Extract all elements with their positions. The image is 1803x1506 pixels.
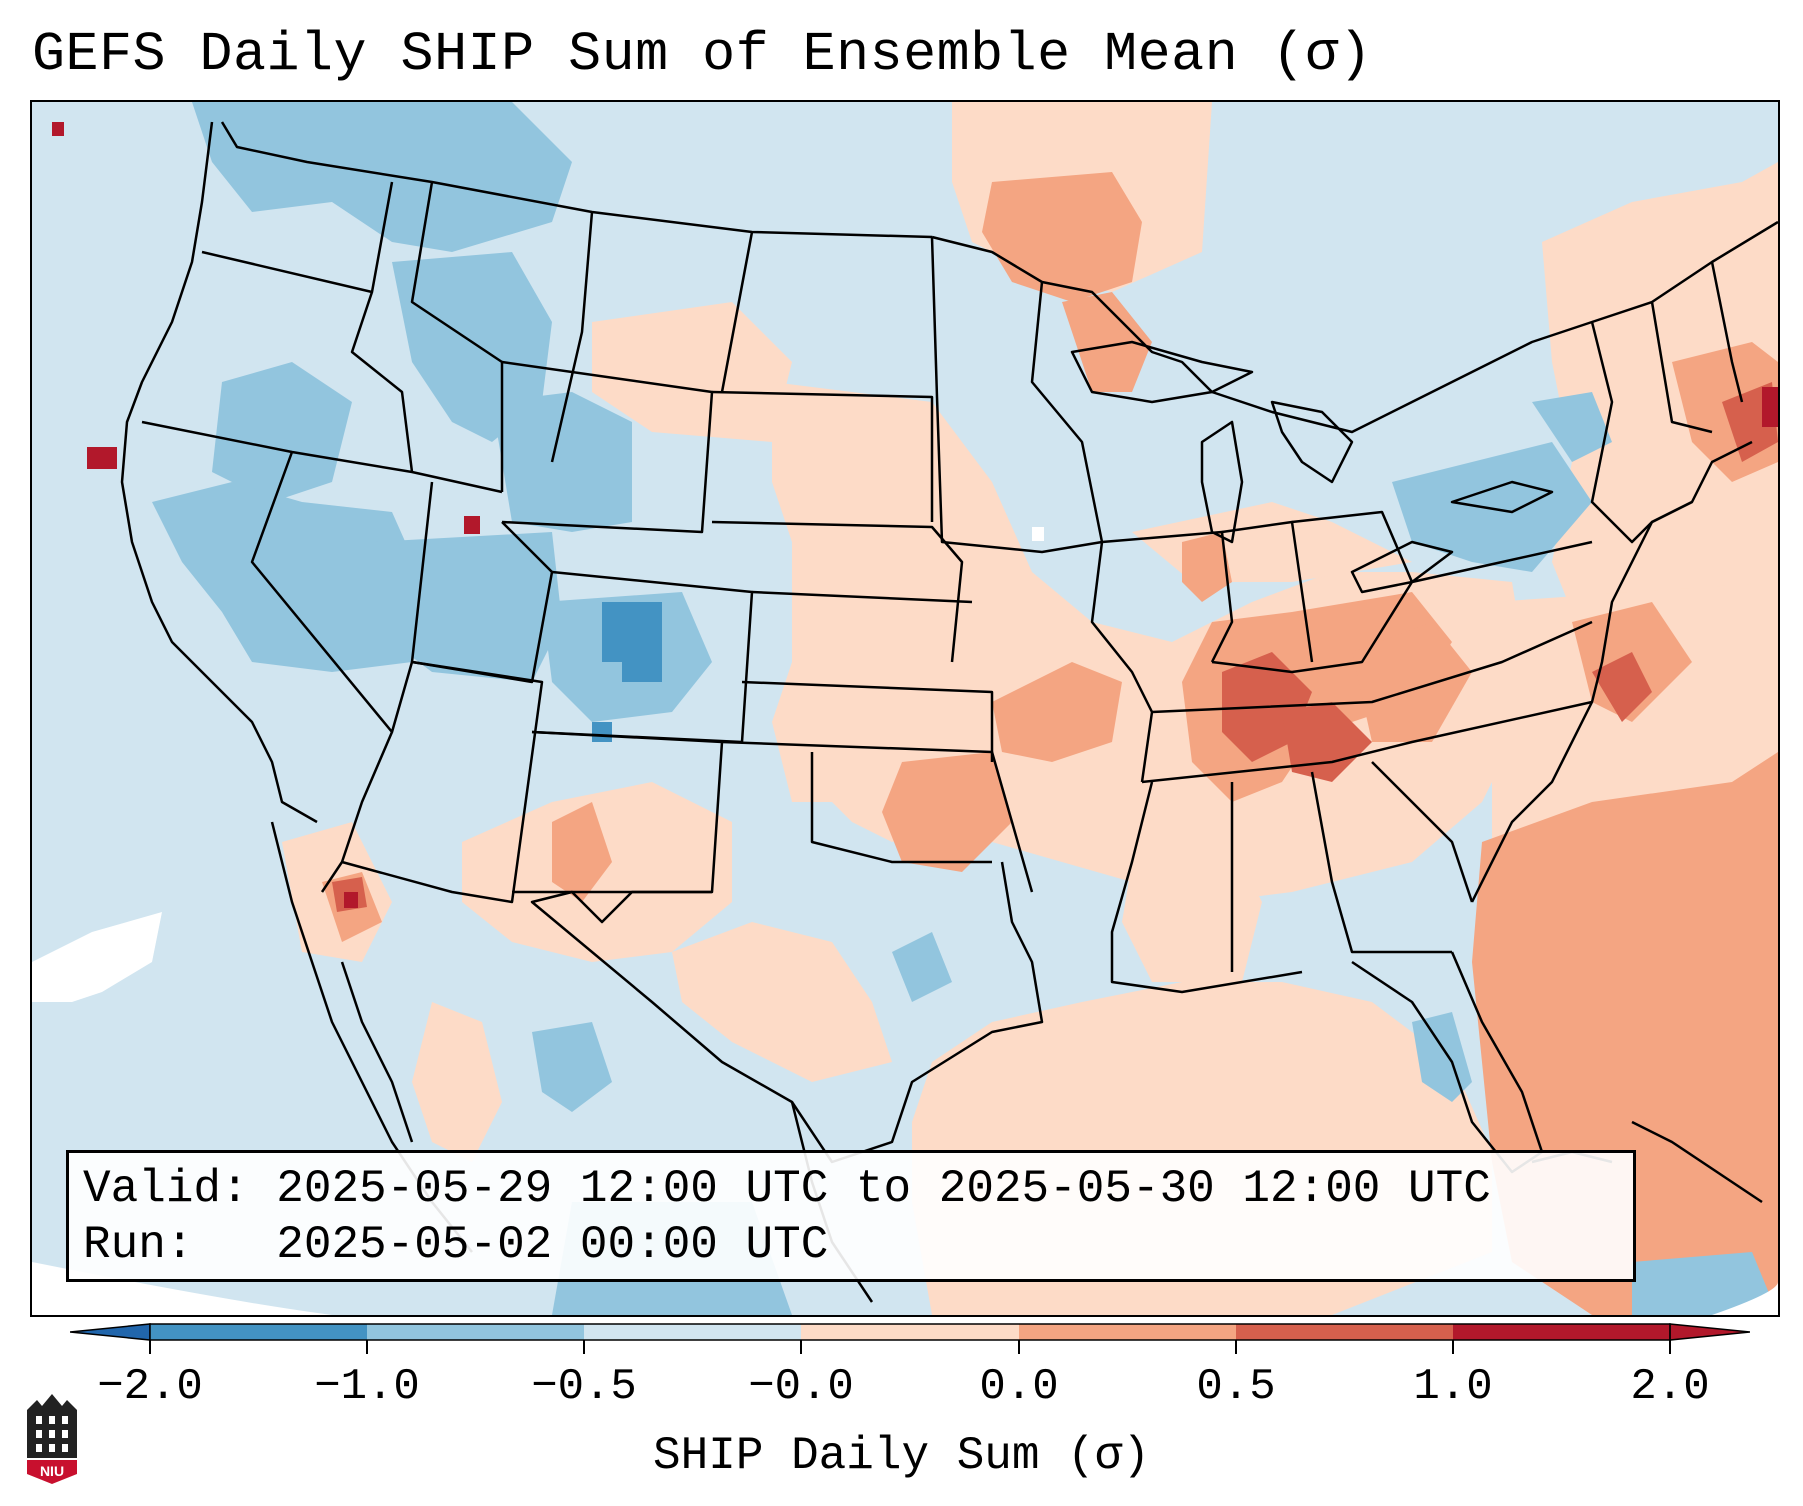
colorbar-ticks (149, 1340, 1671, 1354)
colorbar-tick-label: 2.0 (1630, 1362, 1710, 1412)
colorbar-tick-label: −0.0 (748, 1362, 854, 1412)
positive-mid-regions (322, 172, 1778, 1315)
map-panel (30, 100, 1780, 1317)
colorbar-extend-low (70, 1323, 151, 1341)
colorbar-label: SHIP Daily Sum (σ) (653, 1430, 1150, 1482)
colorbar-extend-high (1669, 1323, 1750, 1341)
valid-time-text: Valid: 2025-05-29 12:00 UTC to 2025-05-3… (83, 1163, 1491, 1215)
colorbar-tick-label: 1.0 (1413, 1362, 1493, 1412)
colorbar-segment (584, 1324, 801, 1340)
positive-high-regions (332, 382, 1778, 912)
niu-logo: NIU (27, 1394, 77, 1484)
positive-extreme-cells (52, 122, 1778, 908)
no-data-regions (32, 527, 1778, 1315)
colorbar-tick-label: −2.0 (97, 1362, 203, 1412)
colorbar-outline (149, 1323, 1671, 1341)
colorbar-tick-label: −0.5 (531, 1362, 637, 1412)
colorbar-segment (1236, 1324, 1453, 1340)
colorbar-segment (1453, 1324, 1670, 1340)
colorbar-tick-label: 0.5 (1196, 1362, 1276, 1412)
colorbar-tick-label: −1.0 (314, 1362, 420, 1412)
colorbar (70, 1323, 1750, 1354)
ship-map (32, 102, 1778, 1315)
colorbar-segment (367, 1324, 584, 1340)
negative-high-cells (592, 602, 662, 742)
page-title: GEFS Daily SHIP Sum of Ensemble Mean (σ) (32, 23, 1373, 86)
colorbar-segment (801, 1324, 1019, 1340)
colorbar-tick-label: 0.0 (979, 1362, 1059, 1412)
valid-run-infobox: Valid: 2025-05-29 12:00 UTC to 2025-05-3… (66, 1150, 1636, 1282)
colorbar-segments (70, 1323, 1750, 1341)
colorbar-segment (150, 1324, 367, 1340)
run-time-text: Run: 2025-05-02 00:00 UTC (83, 1219, 829, 1271)
colorbar-segment (1019, 1324, 1236, 1340)
logo-text: NIU (40, 1463, 64, 1479)
